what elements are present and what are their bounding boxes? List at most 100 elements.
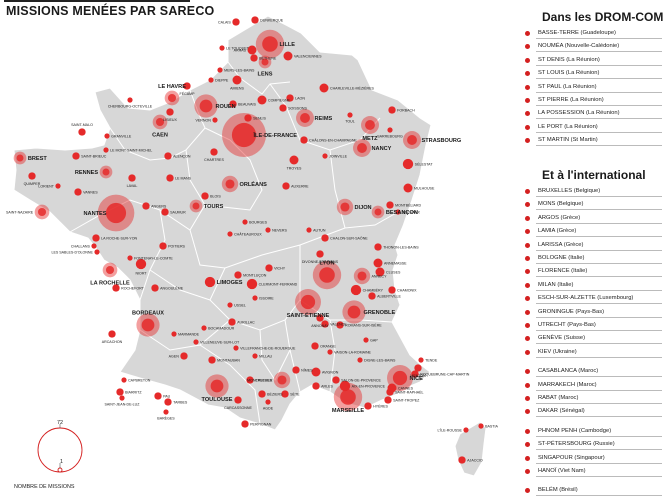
- city-label-niort: NIORT: [135, 271, 147, 275]
- bullet-icon: [525, 242, 530, 248]
- international-heading: Et à l'international: [542, 168, 646, 182]
- marker-sete: [281, 390, 289, 398]
- city-label-clermont-ferrand: CLERMONT-FERRAND: [259, 282, 298, 286]
- city-label-vannes: VANNES: [83, 190, 98, 194]
- city-label-marmande: MARMANDE: [178, 332, 200, 336]
- city-label-poitiers: POITIERS: [168, 244, 185, 248]
- row-divider: [536, 236, 662, 238]
- marker-chamonix: [388, 286, 396, 294]
- marker-digne-les-bains: [357, 357, 363, 363]
- marker-chateauroux: [227, 231, 233, 237]
- list-item-label: SINGAPOUR (Singapour): [538, 454, 605, 461]
- marker-beauvais: [229, 100, 237, 108]
- marker-nimes: [292, 366, 300, 374]
- city-label-annemasse: ANNEMASSE: [384, 261, 407, 265]
- city-label-bocamadour: BOCAMADOUR: [208, 326, 235, 330]
- city-label-mulhouse: MULHOUSE: [414, 186, 435, 190]
- city-label-angouleme: ANGOULÊME: [160, 285, 184, 290]
- city-label-chambery: CHAMBÉRY: [363, 287, 384, 292]
- row-divider: [536, 51, 662, 53]
- marker-calais: [232, 18, 240, 26]
- list-item-label: FLORENCE (Italie): [538, 268, 588, 275]
- city-label-gap: GAP: [370, 338, 378, 342]
- city-label-sete: SÈTE: [290, 391, 300, 396]
- city-label-besancon: BESANÇON: [386, 210, 418, 216]
- bullet-icon: [525, 309, 530, 315]
- marker-forbach: [388, 106, 396, 114]
- list-item-label: MILAN (Italie): [538, 281, 574, 288]
- city-label-nantes: NANTES: [84, 211, 107, 217]
- city-label-la-roche-sur-yon: LA ROCHE-SUR-YON: [101, 236, 137, 240]
- city-label-calais: CALAIS: [218, 20, 231, 24]
- city-label-millau: MILLAU: [259, 354, 272, 358]
- city-label-saint-etienne: SAINT-ÉTIENNE: [287, 311, 330, 319]
- marker-montbeliard: [386, 201, 394, 209]
- city-label-brest: BREST: [28, 156, 48, 162]
- drom-heading: Dans les DROM-COM: [542, 10, 664, 24]
- city-label-montpellier: MONTPELLIER: [247, 378, 273, 382]
- city-label-tarbes: TARBES: [173, 400, 188, 404]
- bullet-icon: [525, 488, 530, 494]
- list-item-label: BOLOGNE (Italie): [538, 255, 585, 261]
- list-item: UTRECHT (Pays-Bas): [522, 320, 664, 331]
- marker-challans: [91, 243, 97, 249]
- marker-millau: [252, 353, 258, 359]
- map-title: MISSIONS MENÉES PAR SARECO: [6, 4, 215, 18]
- city-label-troyes: TROYES: [287, 167, 302, 171]
- row-divider: [536, 356, 662, 358]
- row-divider: [536, 303, 662, 305]
- marker-montlucon: [234, 271, 242, 279]
- city-label-arcachon: ARCACHON: [102, 340, 123, 344]
- city-label-valence: VALENCE: [330, 322, 347, 326]
- city-label-montbeliard: MONTBÉLIARD: [395, 202, 421, 207]
- list-item: MARRAKECH (Maroc): [522, 380, 664, 391]
- city-label-bourges: BOURGES: [249, 220, 268, 224]
- city-label-orange: ORANGE: [320, 344, 336, 348]
- city-label-compiegne: COMPIÈGNE: [268, 97, 291, 102]
- marker-bocamadour: [201, 325, 207, 331]
- city-labels: LILLE CALAIS DUNKERQUE VALENCIENNES BÉTHUNE L…: [6, 18, 498, 462]
- marker-menton: [414, 364, 422, 372]
- list-item: BOLOGNE (Italie): [522, 253, 664, 264]
- row-divider: [536, 343, 662, 345]
- city-label-fecamp: FÉCAMP: [180, 91, 196, 96]
- city-label-bastia: BASTIA: [485, 424, 498, 428]
- marker-l-ile-rousse: [463, 427, 469, 433]
- city-label-bethune: BÉTHUNE: [259, 55, 277, 60]
- marker-aix-en-provence: [339, 380, 351, 392]
- marker-cherbourg-octeville: [127, 97, 133, 103]
- city-label-rennes: RENNES: [75, 170, 99, 176]
- marker-core-nancy: [357, 143, 367, 153]
- marker-divonne-les-bains: [316, 250, 324, 258]
- row-divider: [536, 78, 662, 80]
- city-label-lisieux: LISIEUX: [163, 118, 177, 122]
- city-label-saint-raphael: SAINT-RAPHAËL: [395, 390, 423, 394]
- city-label-saumur: SAUMUR: [170, 210, 186, 214]
- marker-villeneuve-sur-lot: [193, 339, 199, 345]
- city-label-romans-sur-isere: ROMANS-SUR-ISÈRE: [345, 322, 382, 327]
- bullet-icon: [525, 428, 530, 434]
- marker-poitiers: [159, 242, 167, 250]
- city-label-castres: CASTRES: [255, 378, 273, 382]
- marker-chalons-en-champagne: [300, 136, 308, 144]
- marker-vichy: [265, 264, 273, 272]
- marker-fontenay-le-comte: [127, 255, 133, 261]
- bullet-icon: [525, 442, 530, 448]
- marker-chartres: [210, 148, 218, 156]
- city-label-les-sables-d-olonne: LES SABLES-D'OLONNE: [51, 250, 93, 254]
- row-divider: [536, 209, 662, 211]
- marker-arles: [312, 382, 320, 390]
- marker-roquebrune-cap-martin: [411, 370, 419, 378]
- list-item-label: GRONINGUE (Pays-Bas): [538, 308, 605, 315]
- marker-chalon-sur-saone: [321, 234, 329, 242]
- city-label-ajaccio: AJACCIO: [467, 458, 483, 462]
- bullet-icon: [525, 57, 530, 63]
- city-label-chalons-en-champagne: CHÂLONS-EN-CHAMPAGNE: [309, 138, 357, 142]
- marker-bastia: [478, 423, 484, 429]
- city-label-montlucon: MONTLUÇON: [243, 273, 267, 277]
- row-divider: [536, 222, 662, 224]
- marker-annemasse: [373, 258, 383, 268]
- list-item-label: MARRAKECH (Maroc): [538, 381, 597, 388]
- list-item-label: DAKAR (Sénégal): [538, 408, 585, 415]
- city-label-le-mans: LE MANS: [175, 176, 191, 180]
